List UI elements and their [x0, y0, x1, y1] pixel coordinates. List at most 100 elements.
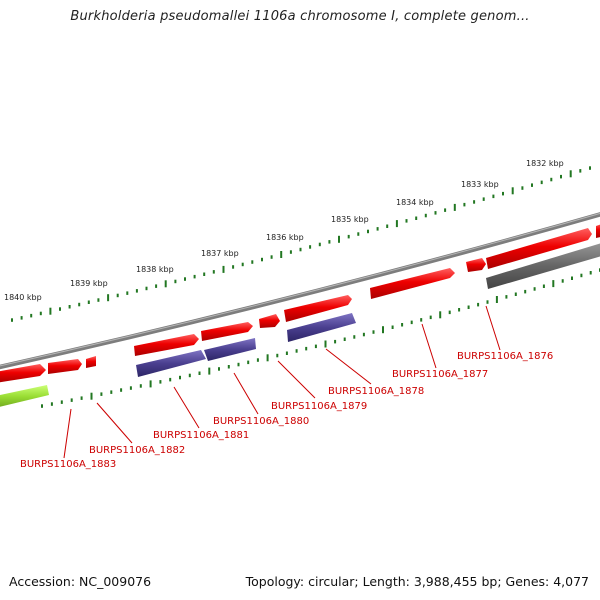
- reverse-strand-genes: [0, 242, 600, 408]
- minor-tick: [386, 224, 389, 228]
- kbp-label-1838: 1838 kbp: [136, 265, 174, 274]
- kbp-label-1833: 1833 kbp: [461, 180, 499, 189]
- gene-feature[interactable]: [486, 242, 600, 289]
- minor-tick: [334, 339, 337, 344]
- minor-tick: [540, 180, 543, 185]
- gene-label-1883[interactable]: BURPS1106A_1883: [20, 459, 116, 470]
- gene-feature[interactable]: [486, 228, 592, 269]
- gene-feature[interactable]: [466, 258, 486, 272]
- major-tick: [324, 340, 327, 348]
- minor-tick: [580, 273, 583, 278]
- minor-tick: [415, 216, 418, 220]
- minor-tick: [80, 396, 83, 400]
- major-tick: [280, 251, 283, 258]
- minor-tick: [561, 279, 564, 283]
- gene-feature[interactable]: [0, 385, 49, 408]
- minor-tick: [97, 298, 100, 302]
- gene-feature[interactable]: [287, 313, 356, 342]
- minor-tick: [467, 305, 470, 309]
- major-tick: [222, 265, 225, 273]
- kbp-scale: 1840 kbp 1839 kbp 1838 kbp 1837 kbp 1836…: [4, 159, 564, 302]
- gene-label-1878[interactable]: BURPS1106A_1878: [328, 386, 424, 397]
- minor-tick: [477, 302, 480, 307]
- kbp-label-1839: 1839 kbp: [70, 279, 108, 288]
- gene-feature[interactable]: [596, 223, 600, 238]
- minor-tick: [59, 307, 61, 311]
- minor-tick: [169, 377, 172, 382]
- minor-tick: [473, 200, 476, 204]
- major-tick: [90, 392, 93, 400]
- minor-tick: [295, 349, 298, 353]
- gene-feature[interactable]: [204, 338, 256, 361]
- minor-tick: [531, 183, 533, 187]
- minor-tick: [448, 310, 451, 315]
- minor-tick: [463, 202, 466, 207]
- gene-label-1877[interactable]: BURPS1106A_1877: [392, 369, 488, 380]
- major-tick: [453, 203, 456, 211]
- minor-tick: [179, 375, 181, 380]
- minor-tick: [376, 227, 379, 231]
- minor-tick: [533, 287, 536, 291]
- minor-tick: [129, 386, 132, 390]
- minor-tick: [174, 279, 177, 284]
- major-tick: [338, 235, 340, 243]
- major-tick: [569, 170, 572, 178]
- minor-tick: [139, 384, 142, 388]
- gene-label-1879[interactable]: BURPS1106A_1879: [271, 401, 367, 412]
- minor-tick: [78, 302, 81, 307]
- minor-tick: [391, 325, 394, 329]
- minor-tick: [60, 400, 63, 404]
- minor-tick: [237, 362, 240, 367]
- minor-tick: [589, 166, 591, 170]
- minor-tick: [458, 308, 461, 312]
- minor-tick: [372, 330, 375, 334]
- gene-feature[interactable]: [86, 356, 96, 368]
- gene-label-1880[interactable]: BURPS1106A_1880: [213, 416, 309, 427]
- minor-tick: [514, 292, 517, 296]
- minor-tick: [270, 255, 273, 259]
- minor-tick: [353, 335, 356, 339]
- minor-tick: [492, 194, 495, 199]
- minor-tick: [203, 272, 206, 276]
- minor-tick: [116, 293, 119, 298]
- gene-label-1881[interactable]: BURPS1106A_1881: [153, 430, 249, 441]
- gene-feature[interactable]: [48, 359, 82, 374]
- major-tick: [107, 294, 110, 302]
- minor-tick: [70, 398, 73, 402]
- minor-tick: [420, 318, 423, 322]
- gene-feature[interactable]: [259, 314, 280, 328]
- major-tick: [552, 280, 555, 288]
- minor-tick: [241, 262, 244, 267]
- major-tick: [511, 187, 514, 195]
- genome-summary-text: Topology: circular; Length: 3,988,455 bp…: [245, 574, 589, 589]
- major-tick: [49, 307, 52, 315]
- minor-tick: [318, 242, 321, 247]
- minor-tick: [227, 365, 230, 369]
- gene-label-1876[interactable]: BURPS1106A_1876: [457, 351, 553, 362]
- minor-tick: [424, 213, 427, 218]
- gene-feature[interactable]: [201, 322, 253, 341]
- chromosome-backbone: [0, 212, 600, 370]
- minor-tick: [198, 371, 201, 375]
- major-tick: [395, 220, 398, 228]
- gene-feature[interactable]: [134, 334, 199, 356]
- gene-feature[interactable]: [136, 350, 206, 377]
- gene-feature[interactable]: [370, 268, 455, 299]
- gene-label-1882[interactable]: BURPS1106A_1882: [89, 445, 185, 456]
- kbp-label-1837: 1837 kbp: [201, 249, 239, 258]
- minor-tick: [524, 289, 527, 294]
- gene-feature[interactable]: [284, 295, 352, 322]
- minor-tick: [285, 351, 288, 355]
- kbp-label-1834: 1834 kbp: [396, 198, 434, 207]
- kbp-label-1836: 1836 kbp: [266, 233, 304, 242]
- minor-tick: [589, 271, 592, 275]
- minor-tick: [289, 250, 292, 254]
- gene-feature[interactable]: [0, 364, 46, 383]
- minor-tick: [87, 300, 90, 304]
- minor-tick: [120, 388, 123, 392]
- label-leader-lines: [63, 305, 501, 459]
- minor-tick: [184, 277, 186, 281]
- major-tick: [382, 326, 384, 334]
- major-tick: [208, 367, 211, 375]
